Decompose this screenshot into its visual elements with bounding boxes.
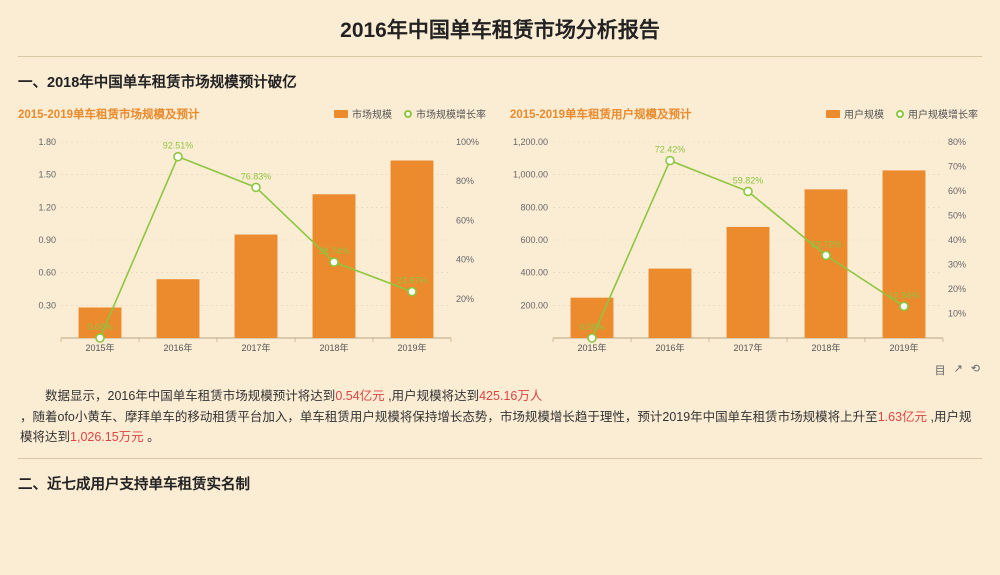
svg-text:2016年: 2016年 — [655, 342, 684, 353]
svg-text:800.00: 800.00 — [520, 202, 548, 212]
svg-text:2015年: 2015年 — [577, 342, 606, 353]
hl-users-2019: 1,026.15万元 — [70, 430, 144, 444]
svg-text:0.00%: 0.00% — [579, 322, 605, 332]
charts-row: 2015-2019单车租赁市场规模及预计 市场规模 市场规模增长率 0.300.… — [0, 102, 1000, 360]
svg-text:600.00: 600.00 — [520, 235, 548, 245]
chart-right-svg: 200.00 400.00 600.00 800.00 1,000.00 1,200.00… — [510, 130, 982, 360]
svg-text:59.82%: 59.82% — [733, 175, 764, 185]
svg-text:400.00: 400.00 — [520, 268, 548, 278]
toolbar-expand-icon[interactable]: ↗ — [954, 362, 963, 378]
legend-line: 用户规模增长率 — [896, 106, 978, 121]
svg-text:0.00%: 0.00% — [87, 322, 113, 332]
svg-text:200.00: 200.00 — [520, 300, 548, 310]
svg-text:2016年: 2016年 — [163, 342, 192, 353]
svg-text:80%: 80% — [456, 176, 474, 186]
chart-left-legend: 市场规模 市场规模增长率 — [334, 106, 486, 121]
svg-text:2017年: 2017年 — [241, 342, 270, 353]
svg-text:40%: 40% — [456, 255, 474, 265]
svg-text:72.42%: 72.42% — [655, 145, 686, 155]
svg-text:20%: 20% — [456, 294, 474, 304]
svg-text:1.50: 1.50 — [38, 170, 56, 180]
legend-bar: 用户规模 — [826, 106, 884, 121]
svg-text:1.80: 1.80 — [38, 137, 56, 147]
legend-bar: 市场规模 — [334, 106, 392, 121]
svg-text:0.90: 0.90 — [38, 235, 56, 245]
chart-right-legend: 用户规模 用户规模增长率 — [826, 106, 978, 121]
svg-text:2017年: 2017年 — [733, 342, 762, 353]
svg-text:0.30: 0.30 — [38, 300, 56, 310]
svg-text:33.72%: 33.72% — [811, 239, 842, 249]
chart-left-svg: 0.30 0.60 0.90 1.20 1.50 1.80 20% 40% 60% 80% 100%… — [18, 130, 490, 360]
svg-text:23.67%: 23.67% — [397, 276, 428, 286]
svg-text:60%: 60% — [456, 215, 474, 225]
svg-text:2015年: 2015年 — [85, 342, 114, 353]
toolbar-menu-icon[interactable]: 目 — [935, 362, 946, 378]
svg-text:20%: 20% — [948, 284, 966, 294]
chart-left: 2015-2019单车租赁市场规模及预计 市场规模 市场规模增长率 0.300.… — [18, 106, 490, 360]
section1-heading: 一、2018年中国单车租赁市场规模预计破亿 — [0, 57, 1000, 102]
svg-text:92.51%: 92.51% — [163, 141, 194, 151]
svg-text:30%: 30% — [948, 260, 966, 270]
svg-text:40%: 40% — [948, 235, 966, 245]
svg-text:2018年: 2018年 — [319, 342, 348, 353]
svg-text:2019年: 2019年 — [889, 342, 918, 353]
svg-text:1.20: 1.20 — [38, 202, 56, 212]
page-title: 2016年中国单车租赁市场分析报告 — [0, 0, 1000, 56]
svg-text:50%: 50% — [948, 211, 966, 221]
svg-text:76.83%: 76.83% — [241, 171, 272, 181]
toolbar-refresh-icon[interactable]: ⟲ — [971, 362, 980, 378]
chart-right: 2015-2019单车租赁用户规模及预计 用户规模 用户规模增长率 200.00… — [510, 106, 982, 360]
svg-text:80%: 80% — [948, 137, 966, 147]
svg-text:12.94%: 12.94% — [889, 290, 920, 300]
svg-text:1,200.00: 1,200.00 — [513, 137, 548, 147]
legend-line: 市场规模增长率 — [404, 106, 486, 121]
svg-text:0.60: 0.60 — [38, 268, 56, 278]
svg-text:1,000.00: 1,000.00 — [513, 170, 548, 180]
section2-heading: 二、近七成用户支持单车租赁实名制 — [0, 459, 1000, 504]
hl-market-2016: 0.54亿元 — [335, 389, 384, 403]
hl-users-2016: 425.16万人 — [479, 389, 542, 403]
svg-text:60%: 60% — [948, 186, 966, 196]
analysis-paragraph: 数据显示，2016年中国单车租赁市场规模预计将达到0.54亿元 ,用户规模将达到… — [0, 378, 1000, 458]
svg-text:2018年: 2018年 — [811, 342, 840, 353]
hl-market-2019: 1.63亿元 — [878, 410, 927, 424]
svg-text:2019年: 2019年 — [397, 342, 426, 353]
svg-text:38.74%: 38.74% — [319, 246, 350, 256]
chart-toolbar: 目 ↗ ⟲ — [0, 360, 1000, 378]
svg-text:100%: 100% — [456, 137, 479, 147]
svg-text:70%: 70% — [948, 162, 966, 172]
svg-text:10%: 10% — [948, 309, 966, 319]
